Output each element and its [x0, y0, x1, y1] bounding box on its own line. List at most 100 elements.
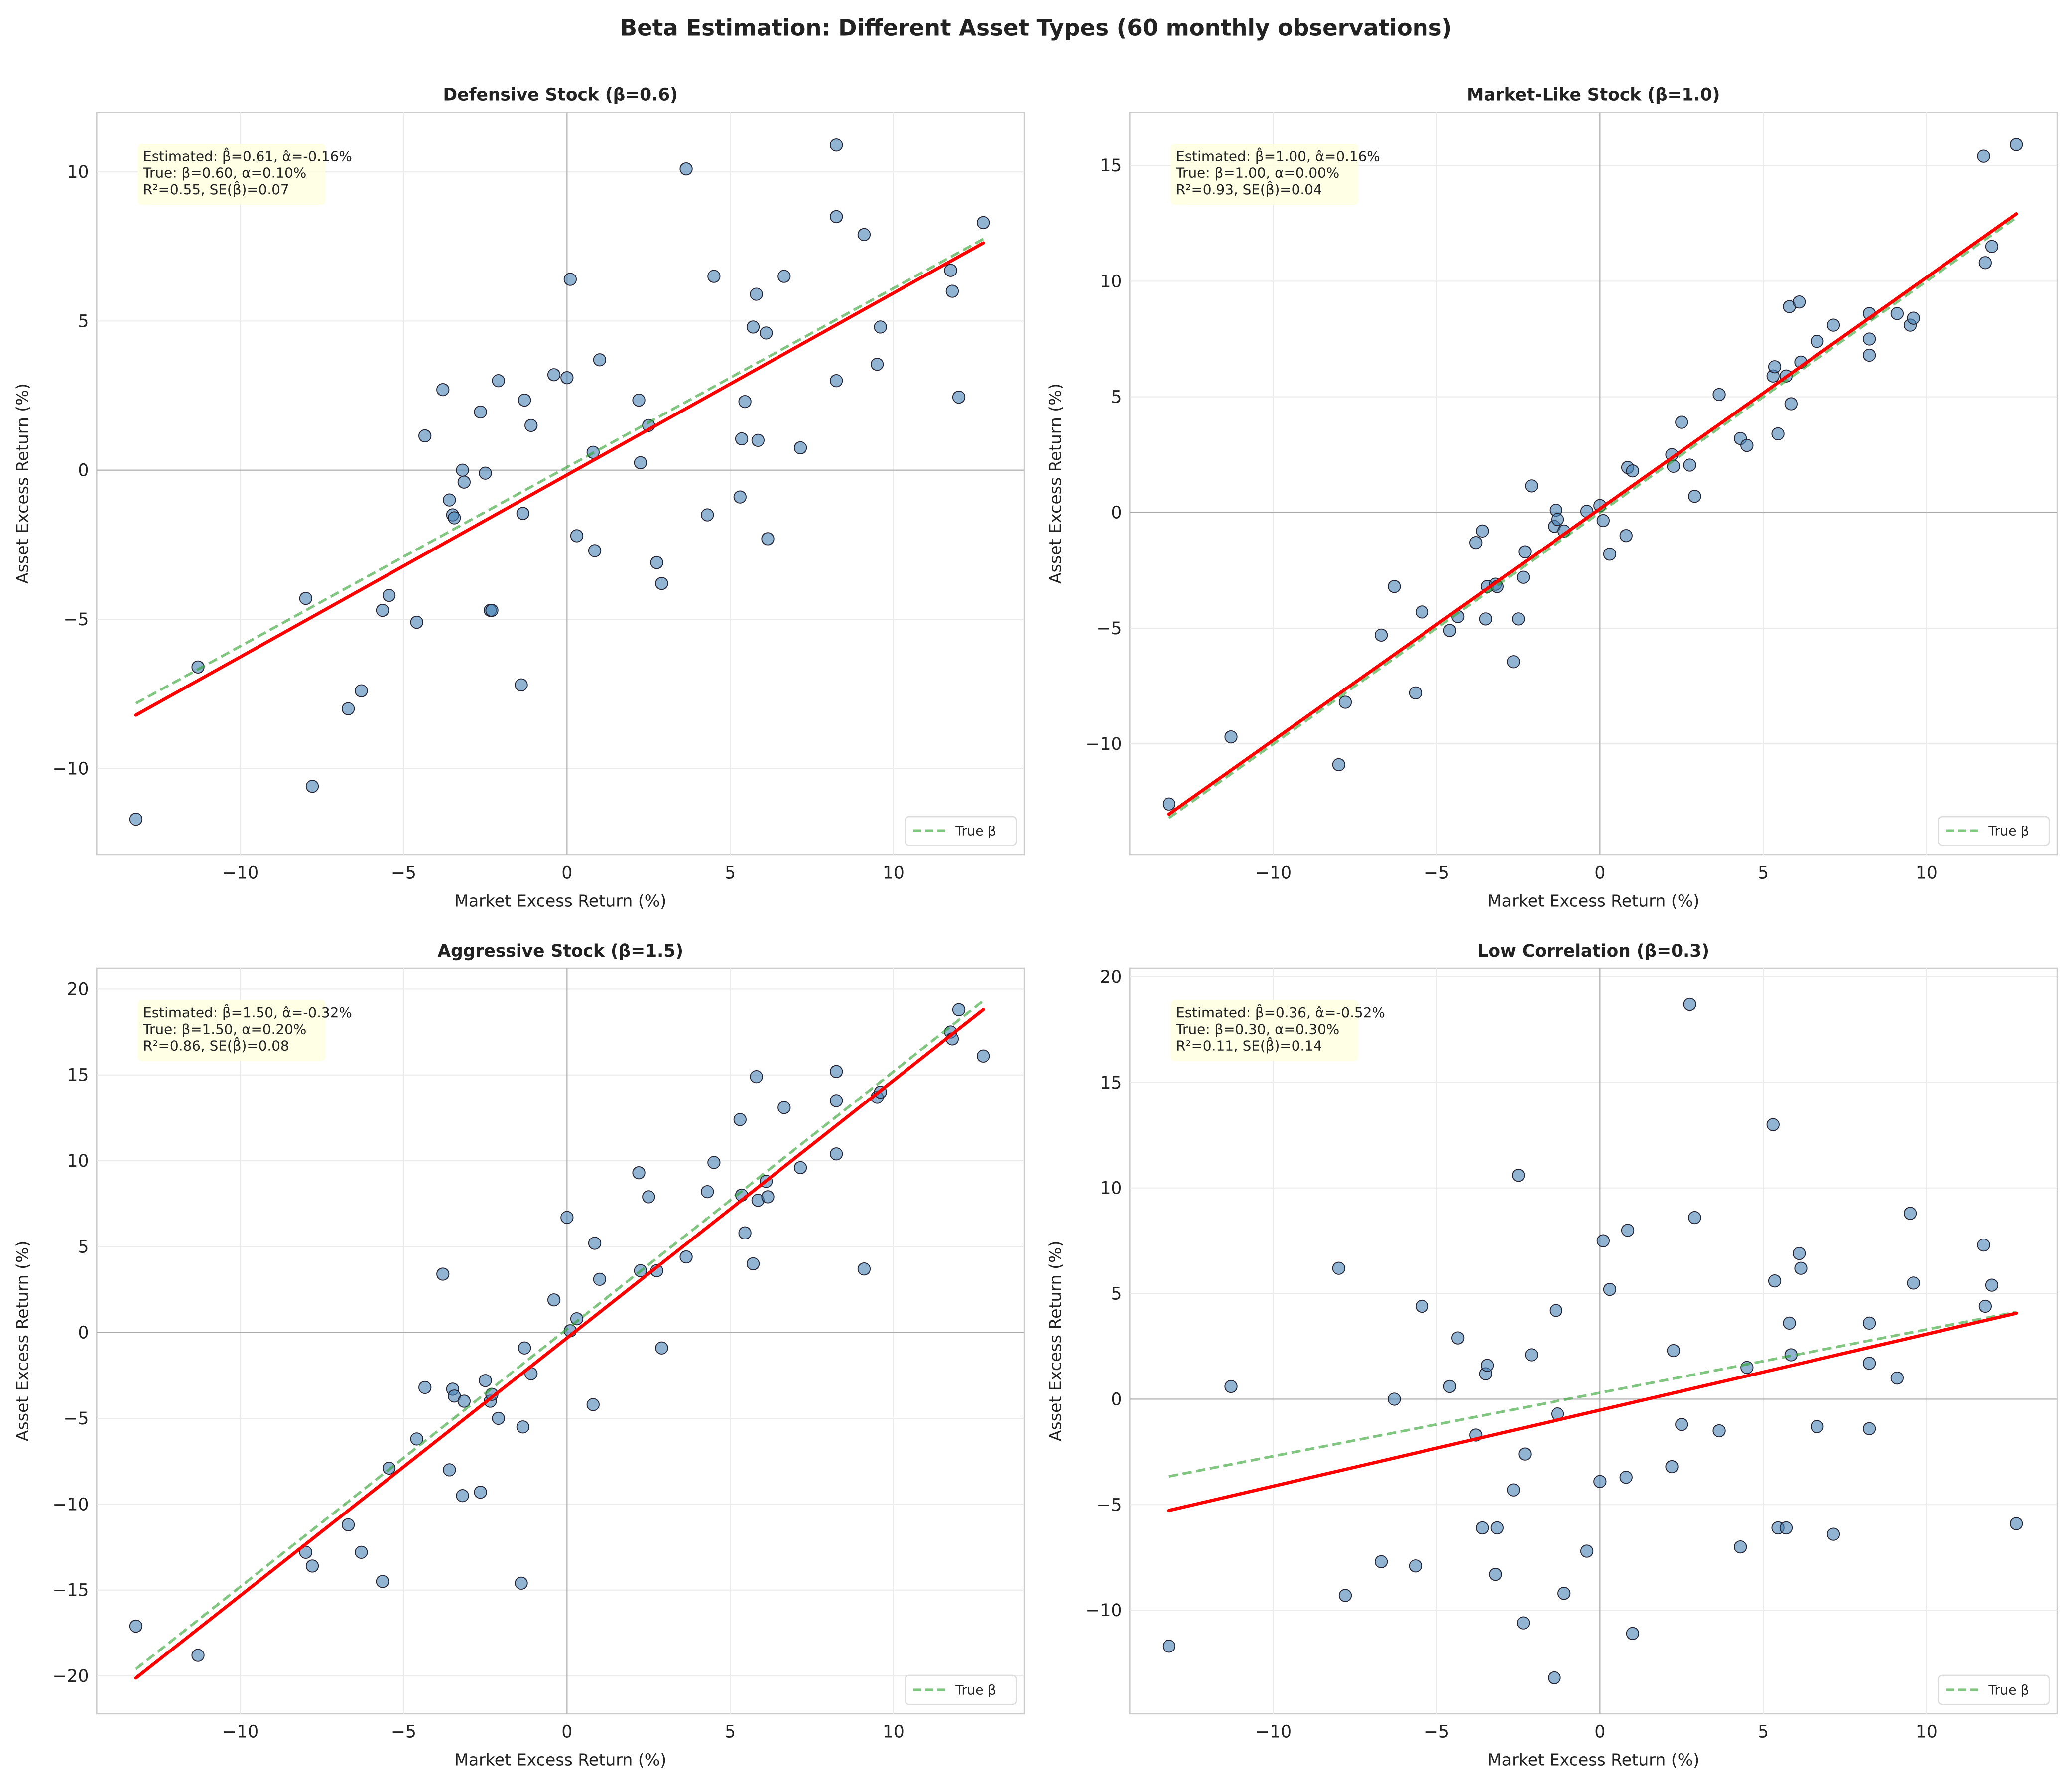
y-tick-label: 15 — [67, 1066, 89, 1086]
data-point — [1507, 1483, 1520, 1497]
data-point — [1338, 695, 1352, 709]
data-point — [751, 433, 765, 447]
data-point — [457, 1394, 471, 1408]
data-point — [701, 1185, 714, 1199]
data-point — [1977, 1238, 1990, 1252]
data-point — [560, 1211, 574, 1224]
legend: True β — [1938, 1674, 2050, 1705]
data-point — [1517, 570, 1530, 584]
data-point — [1548, 1671, 1561, 1684]
data-point — [479, 1374, 492, 1387]
data-point — [418, 429, 432, 443]
data-point — [857, 228, 871, 241]
legend-label: True β — [955, 824, 996, 839]
data-point — [443, 1463, 456, 1477]
y-tick-label: −5 — [64, 610, 89, 630]
y-tick-label: 10 — [67, 162, 89, 182]
data-point — [977, 216, 990, 230]
legend-box — [905, 816, 1017, 846]
data-point — [355, 684, 368, 697]
x-tick-label: −5 — [391, 863, 416, 883]
x-tick-label: −10 — [222, 1722, 259, 1742]
y-tick-label: 0 — [1111, 1389, 1122, 1409]
x-tick-label: 0 — [561, 1722, 572, 1742]
data-point — [129, 812, 143, 826]
data-point — [305, 1559, 319, 1573]
data-point — [410, 1432, 423, 1446]
fitted-regression-line — [134, 1008, 985, 1680]
y-tick-label: 15 — [1100, 156, 1122, 176]
data-point — [1507, 655, 1520, 669]
data-point — [492, 374, 505, 388]
legend: True β — [1938, 816, 2050, 846]
data-point — [1977, 149, 1990, 163]
data-point — [1481, 1359, 1494, 1372]
legend-label: True β — [1988, 824, 2029, 839]
data-point — [515, 1576, 528, 1590]
data-point — [1518, 545, 1532, 558]
annotation-box — [1170, 1000, 1359, 1061]
data-point — [2010, 138, 2023, 151]
data-point — [1811, 1420, 1824, 1433]
annotation-line: R²=0.86, SE(β̂)=0.08 — [143, 1036, 289, 1054]
y-tick-label: 0 — [1111, 503, 1122, 523]
data-point — [2010, 1517, 2023, 1530]
annotation-line: Estimated: β̂=1.00, α̂=0.16% — [1176, 146, 1380, 164]
x-tick-label: 10 — [883, 1722, 905, 1742]
data-point — [1409, 1559, 1423, 1573]
data-point — [1525, 1348, 1538, 1362]
plot-area — [96, 967, 1025, 1715]
true-beta-line — [1168, 216, 2017, 819]
data-point — [586, 1398, 600, 1411]
subplot-title: Low Correlation (β=0.3) — [1477, 941, 1709, 961]
data-point — [793, 1161, 807, 1174]
fitted-regression-line — [1167, 1311, 2018, 1513]
data-point — [1768, 1274, 1782, 1288]
plot-area — [1129, 112, 2058, 856]
y-axis-label: Asset Excess Return (%) — [1045, 1241, 1065, 1442]
data-point — [1826, 1527, 1840, 1541]
y-tick-label: 10 — [1100, 272, 1122, 291]
x-tick-label: 5 — [725, 1722, 736, 1742]
data-point — [777, 270, 791, 283]
data-point — [1374, 1555, 1388, 1568]
data-point — [760, 326, 773, 340]
data-point — [1409, 686, 1423, 700]
data-point — [1863, 1316, 1876, 1330]
data-point — [830, 1065, 843, 1078]
x-tick-label: −10 — [1255, 1722, 1292, 1742]
data-point — [524, 418, 538, 432]
data-point — [547, 1293, 561, 1307]
annotation-line: R²=0.93, SE(β̂)=0.04 — [1176, 180, 1322, 198]
fitted-regression-line — [1167, 212, 2018, 816]
data-point — [1603, 1282, 1617, 1296]
x-tick-label: 5 — [1758, 863, 1769, 883]
data-point — [1512, 1169, 1525, 1182]
data-point — [761, 532, 775, 546]
data-point — [1374, 628, 1388, 642]
data-point — [1162, 1640, 1176, 1653]
data-point — [1525, 479, 1538, 493]
x-axis-label: Market Excess Return (%) — [1487, 1750, 1699, 1769]
data-point — [738, 1226, 752, 1239]
data-point — [1551, 513, 1564, 526]
x-tick-label: 0 — [561, 863, 572, 883]
x-tick-label: 5 — [725, 863, 736, 883]
y-tick-label: 20 — [1100, 967, 1122, 987]
data-point — [1683, 458, 1696, 472]
data-point — [1890, 1371, 1904, 1385]
data-point — [1388, 1392, 1401, 1406]
data-point — [1489, 1568, 1502, 1581]
data-point — [1512, 612, 1525, 626]
data-point — [1224, 1379, 1238, 1393]
data-point — [1863, 332, 1876, 346]
data-point — [456, 463, 469, 477]
data-point — [1332, 758, 1345, 771]
data-point — [733, 1113, 747, 1126]
x-tick-label: 0 — [1594, 863, 1605, 883]
data-point — [977, 1049, 990, 1063]
data-point — [418, 1380, 432, 1394]
data-point — [563, 273, 577, 286]
annotation-line: True: β=0.30, α=0.30% — [1175, 1021, 1339, 1037]
data-point — [588, 544, 602, 557]
